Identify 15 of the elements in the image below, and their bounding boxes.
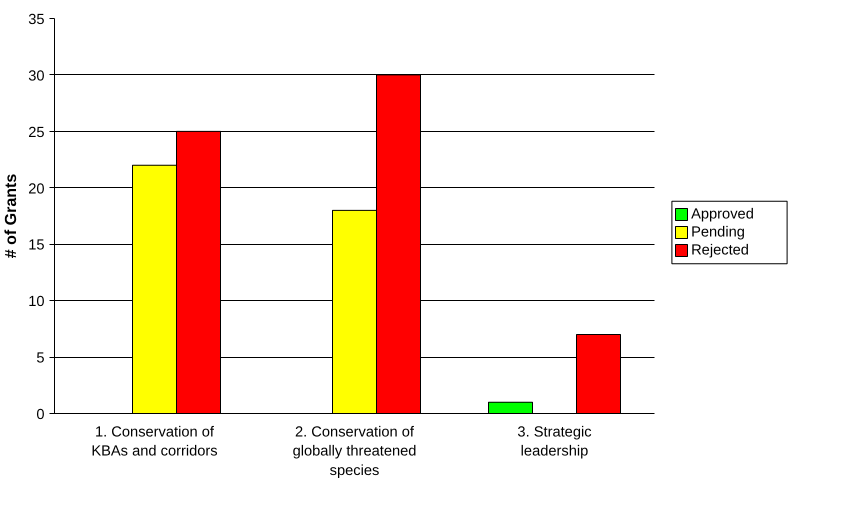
legend-label: Pending bbox=[691, 224, 745, 240]
y-tick-label: 25 bbox=[28, 124, 45, 141]
x-tick-label: 1. Conservation of KBAs and corridors bbox=[91, 424, 218, 460]
x-tick-label: 3. Strategic leadership bbox=[517, 424, 592, 460]
y-tick-label: 35 bbox=[28, 12, 45, 28]
y-tick-label: 30 bbox=[28, 68, 45, 84]
y-tick-label: 5 bbox=[36, 350, 45, 367]
y-tick-label: 0 bbox=[36, 407, 45, 423]
y-axis-title: # of Grants bbox=[3, 174, 20, 258]
legend-label: Rejected bbox=[691, 242, 749, 258]
y-tick-label: 20 bbox=[28, 181, 45, 198]
x-tick-label: 2. Conservation of globally threatened species bbox=[292, 424, 416, 479]
legend-label: Approved bbox=[691, 206, 754, 223]
y-tick-label: 10 bbox=[28, 294, 45, 310]
y-tick-label: 15 bbox=[28, 238, 45, 254]
